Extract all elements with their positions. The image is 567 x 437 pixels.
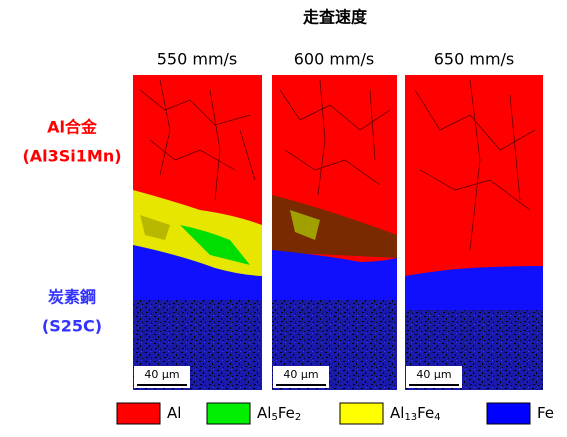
scale-bar-box [134, 366, 190, 388]
legend-label: Al5Fe2 [257, 404, 301, 424]
legend-text: Fe [278, 404, 295, 422]
speed-label: 650 mm/s [434, 50, 515, 69]
legend-text: Al [167, 404, 181, 422]
scale-bar-label: 40 μm [283, 368, 318, 381]
legend-text: Al [390, 404, 404, 422]
scale-bar-label: 40 μm [144, 368, 179, 381]
legend-subscript: 2 [295, 412, 301, 423]
legend-label: Al [167, 404, 181, 422]
phase-map [405, 75, 543, 390]
scale-bar-label: 40 μm [416, 368, 451, 381]
phase-map [133, 75, 262, 390]
speed-label: 550 mm/s [157, 50, 238, 69]
material-spec: (Al3Si1Mn) [22, 147, 121, 166]
material-name: Al合金 [47, 118, 98, 137]
legend-subscript: 4 [434, 412, 440, 423]
legend-text: Fe [537, 404, 554, 422]
scale-bar-box [406, 366, 462, 388]
legend-swatch [116, 402, 161, 425]
figure-title: 走査速度 [302, 8, 368, 27]
legend-text: Fe [417, 404, 434, 422]
legend-subscript: 13 [404, 412, 417, 423]
scale-bar-box [273, 366, 329, 388]
phase-map [272, 75, 397, 390]
legend-swatch [486, 402, 531, 425]
speed-label: 600 mm/s [294, 50, 375, 69]
legend-label: Al13Fe4 [390, 404, 441, 424]
material-name: 炭素鋼 [48, 288, 96, 307]
legend-subscript: 5 [271, 412, 277, 423]
material-spec: (S25C) [42, 317, 102, 336]
legend-label: Fe [537, 404, 554, 422]
legend-swatch [339, 402, 384, 425]
legend-swatch [206, 402, 251, 425]
legend-text: Al [257, 404, 271, 422]
